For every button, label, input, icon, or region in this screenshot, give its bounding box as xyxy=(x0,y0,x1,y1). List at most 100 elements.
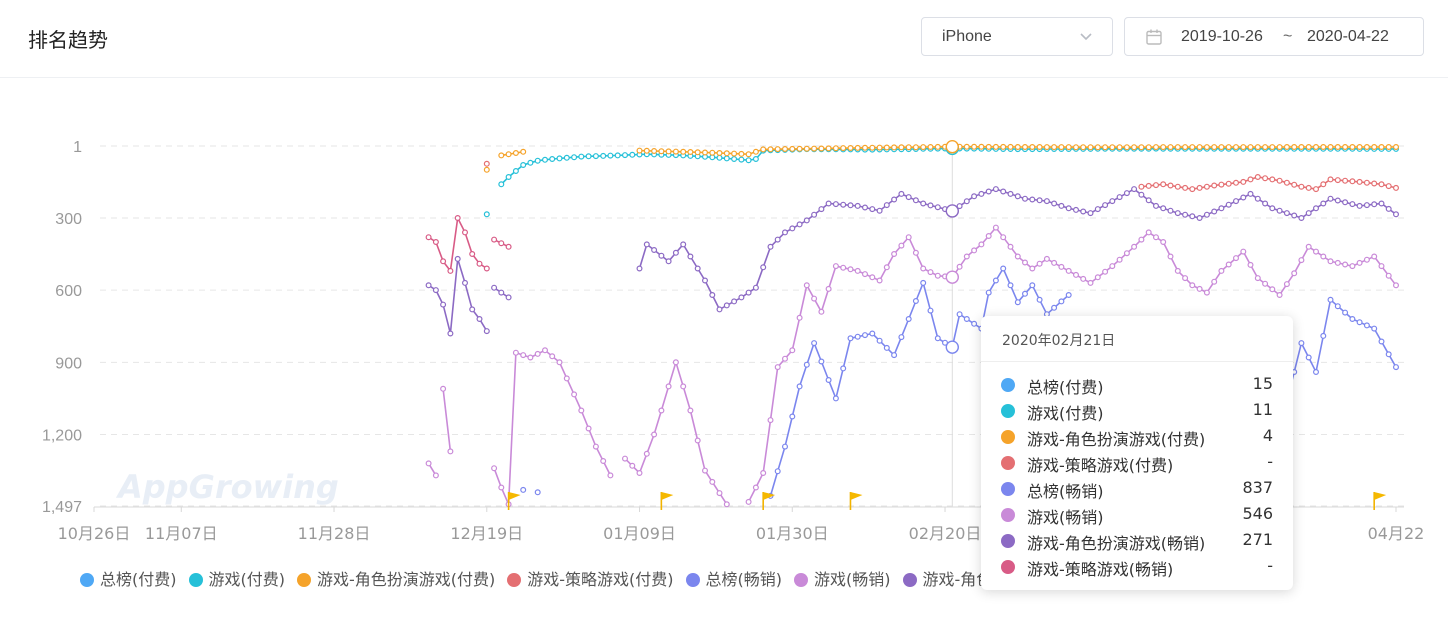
data-point xyxy=(1029,265,1036,272)
tooltip-series-value: 4 xyxy=(1262,426,1273,445)
data-point xyxy=(920,200,927,207)
data-point xyxy=(1320,253,1327,260)
flag-icon xyxy=(660,492,674,510)
tooltip-series-value: 15 xyxy=(1252,374,1273,393)
data-point xyxy=(694,265,701,272)
data-point xyxy=(1363,202,1370,209)
data-point xyxy=(651,247,658,254)
data-point xyxy=(1342,261,1349,268)
data-point xyxy=(440,258,447,265)
data-point xyxy=(709,292,716,299)
data-point xyxy=(1320,181,1327,188)
data-point xyxy=(789,413,796,420)
data-point xyxy=(1196,285,1203,292)
tooltip-series-value: - xyxy=(1267,556,1273,575)
data-point xyxy=(883,344,890,351)
date-range-picker[interactable]: 2019-10-26 ~ 2020-04-22 xyxy=(1124,17,1424,56)
data-point xyxy=(476,316,483,323)
data-point xyxy=(1371,180,1378,187)
data-point xyxy=(505,151,512,158)
data-point xyxy=(738,156,745,163)
data-point xyxy=(1232,198,1239,205)
flag-icon xyxy=(1373,492,1387,510)
data-point xyxy=(1036,296,1043,303)
data-point xyxy=(1014,143,1021,150)
data-point xyxy=(803,282,810,289)
data-point xyxy=(832,263,839,270)
data-point xyxy=(701,467,708,474)
data-point xyxy=(731,150,738,157)
data-point xyxy=(963,198,970,205)
data-point xyxy=(985,289,992,296)
data-point xyxy=(1254,173,1261,180)
data-point xyxy=(462,229,469,236)
legend-swatch xyxy=(794,573,809,587)
data-point xyxy=(847,266,854,273)
data-point xyxy=(1087,279,1094,286)
data-point xyxy=(956,311,963,318)
data-point xyxy=(1102,144,1109,151)
data-point xyxy=(1342,177,1349,184)
data-point xyxy=(811,145,818,152)
flag-cloth xyxy=(661,492,674,500)
data-point xyxy=(1138,191,1145,198)
data-point xyxy=(1378,143,1385,150)
x-tick-label: 10月26日 xyxy=(58,524,131,543)
data-point xyxy=(1254,144,1261,151)
data-point xyxy=(898,190,905,197)
data-point xyxy=(1334,259,1341,266)
data-point xyxy=(483,211,490,218)
data-point xyxy=(1000,265,1007,272)
legend-item[interactable]: 游戏(付费) xyxy=(188,566,285,590)
data-point xyxy=(556,155,563,162)
data-point xyxy=(1152,202,1159,209)
data-point xyxy=(1385,351,1392,358)
data-point xyxy=(505,243,512,250)
data-point xyxy=(454,215,461,222)
legend-swatch xyxy=(902,573,917,587)
data-point xyxy=(1225,201,1232,208)
legend-item[interactable]: 游戏(畅销) xyxy=(794,566,891,590)
data-point xyxy=(1283,179,1290,186)
data-point xyxy=(752,284,759,291)
data-point xyxy=(1196,215,1203,222)
data-point xyxy=(898,144,905,151)
data-point xyxy=(1392,211,1399,218)
data-point xyxy=(1145,229,1152,236)
data-point xyxy=(854,267,861,274)
data-point xyxy=(912,197,919,204)
data-point xyxy=(600,458,607,465)
data-point xyxy=(1269,205,1276,212)
data-point xyxy=(1392,282,1399,289)
data-point xyxy=(1356,143,1363,150)
data-point xyxy=(665,383,672,390)
x-tick-label: 11月28日 xyxy=(298,524,371,543)
data-point xyxy=(498,240,505,247)
legend-item[interactable]: 游戏-策略游戏(付费) xyxy=(507,566,674,590)
data-point xyxy=(643,241,650,248)
y-tick-label: 1,200 xyxy=(42,428,82,445)
data-point xyxy=(1072,144,1079,151)
data-point xyxy=(1312,205,1319,212)
data-point xyxy=(1276,177,1283,184)
y-tick-label: 300 xyxy=(55,211,82,228)
data-point xyxy=(716,490,723,497)
legend-item[interactable]: 游戏-角色扮演游戏(付费) xyxy=(297,566,495,590)
data-point xyxy=(1007,243,1014,250)
data-point xyxy=(1349,201,1356,208)
tooltip-swatch xyxy=(1001,456,1015,470)
data-point xyxy=(1145,182,1152,189)
device-select[interactable]: iPhone xyxy=(921,17,1113,56)
legend-item[interactable]: 总榜(畅销) xyxy=(685,566,782,590)
data-point xyxy=(498,484,505,491)
data-point xyxy=(978,190,985,197)
panel-header: 排名趋势 iPhone 2019-10-26 ~ 2020-04-22 xyxy=(0,0,1448,78)
legend-item[interactable]: 总榜(付费) xyxy=(80,566,177,590)
data-point xyxy=(956,203,963,210)
data-point xyxy=(832,395,839,402)
tooltip-row: 游戏-角色扮演游戏(畅销) 271 xyxy=(1001,530,1273,554)
data-point xyxy=(774,364,781,371)
legend-label: 游戏(畅销) xyxy=(814,570,891,589)
data-point xyxy=(1298,340,1305,347)
data-point xyxy=(1021,259,1028,266)
